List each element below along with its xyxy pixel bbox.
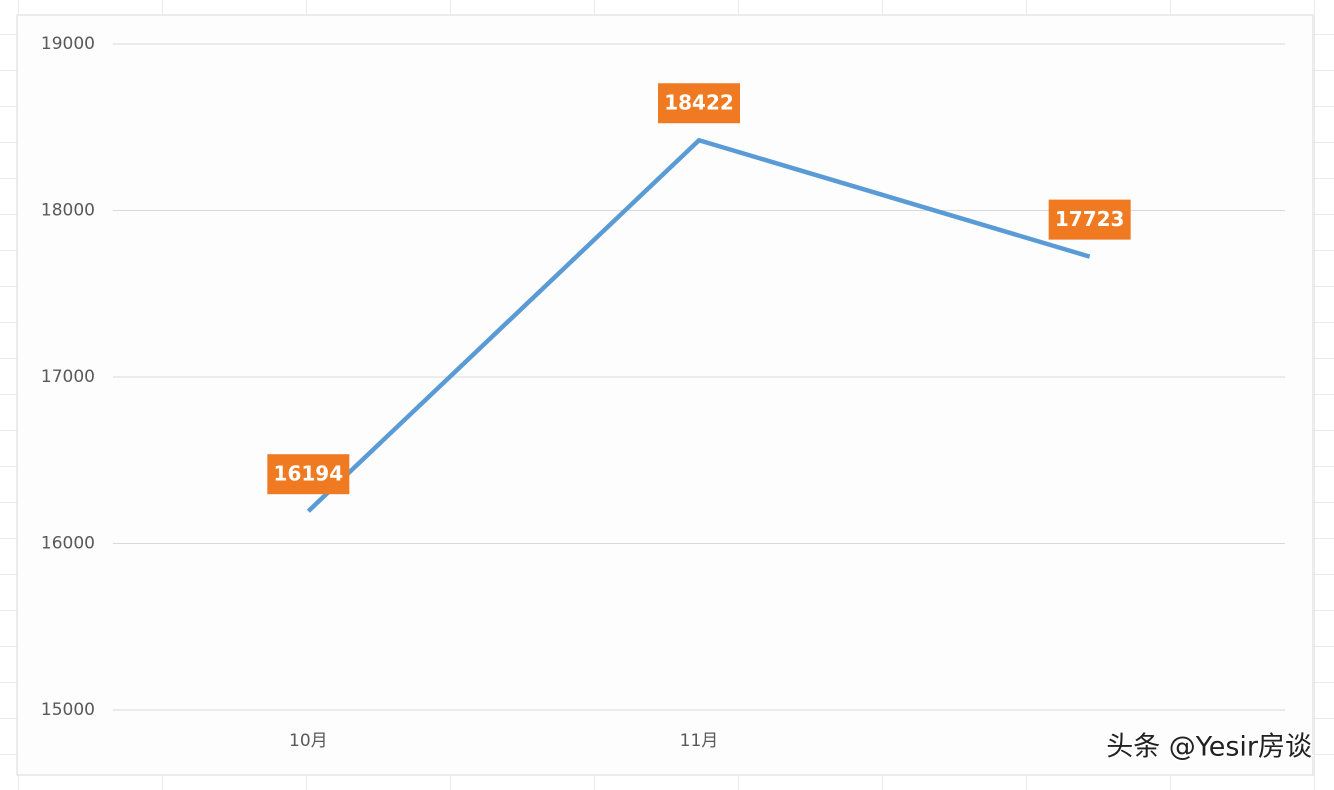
y-tick-label: 19000	[41, 34, 95, 54]
data-label-text: 17723	[1055, 207, 1125, 231]
data-label: 16194	[267, 454, 350, 495]
data-label-text: 18422	[664, 91, 734, 115]
data-label-box	[658, 83, 740, 124]
y-tick-label: 15000	[41, 700, 95, 720]
x-tick-label: 11月	[680, 731, 719, 751]
chart-area	[16, 14, 1314, 776]
plot: 15000 16000 17000 18000 19000 10月 11月 16194 1842…	[41, 34, 1285, 751]
watermark: 头条 @Yesir房谈	[1106, 732, 1312, 763]
data-label: 18422	[658, 83, 740, 124]
data-label: 17723	[1048, 199, 1131, 240]
data-label-text: 16194	[274, 462, 344, 486]
data-label-box	[267, 454, 350, 495]
data-label-box	[1048, 199, 1131, 240]
y-tick-label: 18000	[41, 201, 95, 221]
x-tick-label: 10月	[289, 731, 328, 751]
y-tick-label: 16000	[41, 534, 95, 554]
y-tick-label: 17000	[41, 367, 95, 387]
line	[306, 137, 1091, 513]
